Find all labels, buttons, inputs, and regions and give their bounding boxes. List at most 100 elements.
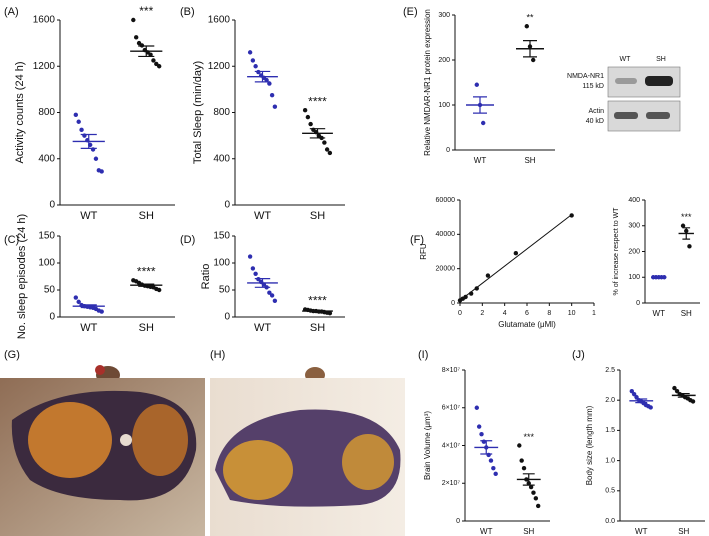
panel-label: (C) [4, 234, 19, 246]
x-tick-label: SH [310, 322, 325, 334]
data-point [521, 465, 527, 471]
data-point [247, 254, 253, 259]
x-tick-label: 8 [547, 310, 551, 317]
data-point [488, 458, 494, 463]
y-tick-label: 1600 [208, 15, 231, 26]
x-tick-label: 0 [458, 310, 462, 317]
y-tick-label: 0.5 [605, 488, 615, 495]
data-point [99, 169, 104, 174]
data-point [479, 431, 484, 437]
data-point [687, 244, 692, 249]
data-point [474, 286, 479, 291]
y-tick-label: 60000 [436, 197, 456, 204]
error-bar [254, 70, 271, 83]
error-bar [473, 96, 487, 114]
error-bar [254, 278, 271, 288]
y-tick-label: 400 [38, 153, 55, 164]
data-point [672, 385, 677, 391]
western-blot: WT SH NMDA-NR1 115 kD Actin 40 kD [567, 56, 681, 132]
data-point [690, 399, 696, 404]
band-name: NMDA-NR1 [567, 73, 604, 80]
significance: **** [308, 94, 327, 108]
y-tick-label: 20000 [436, 266, 456, 273]
significance: *** [681, 212, 692, 222]
y-tick-label: 200 [628, 248, 640, 255]
y-tick-label: 0 [224, 200, 230, 211]
y-tick-label: 400 [628, 197, 640, 204]
optic-lobe [223, 440, 293, 500]
data-point [133, 35, 139, 40]
data-point [156, 287, 162, 293]
data-point [513, 251, 519, 256]
data-point [631, 391, 637, 397]
y-tick-label: 100 [213, 258, 230, 269]
panel-label: (D) [180, 234, 195, 246]
data-point [476, 424, 482, 429]
data-point [267, 81, 272, 86]
x-tick-label: SH [681, 309, 692, 318]
data-point [327, 150, 333, 156]
y-tick-label: 0.0 [605, 518, 615, 525]
x-tick-label: SH [139, 210, 154, 222]
y-tick-label: 2.0 [605, 397, 615, 404]
x-tick-label: WT [480, 527, 493, 536]
error-bar [309, 128, 326, 139]
x-tick-label: WT [80, 322, 97, 334]
x-tick-label: 10 [568, 310, 576, 317]
data-point [517, 443, 522, 448]
data-point [272, 104, 278, 109]
data-point [648, 405, 653, 410]
y-tick-label: 1200 [208, 61, 231, 72]
x-tick-label: WT [254, 210, 271, 222]
y-tick-label: 100 [438, 102, 450, 109]
y-tick-label: 300 [628, 223, 640, 230]
y-axis-label: RFU [419, 243, 428, 260]
data-point [305, 114, 311, 120]
y-tick-label: 0 [224, 312, 230, 323]
data-point [634, 394, 639, 400]
y-tick-label: 150 [213, 231, 230, 242]
y-tick-label: 1600 [33, 15, 56, 26]
y-axis-label: % of increase respect to WT [613, 207, 620, 296]
data-point [519, 458, 524, 463]
error-bar [682, 227, 691, 240]
data-point [269, 293, 275, 298]
significance: ** [526, 13, 534, 23]
y-tick-label: 0 [49, 200, 55, 211]
blot-band [646, 112, 670, 119]
data-point [73, 112, 79, 118]
y-tick-label: 1200 [33, 61, 56, 72]
data-point [156, 64, 162, 69]
band-name: Actin [588, 108, 604, 115]
data-point [308, 121, 313, 127]
data-point [531, 490, 536, 495]
data-point [247, 50, 253, 55]
y-tick-label: 1.5 [605, 427, 615, 434]
data-point [533, 496, 539, 501]
y-tick-label: 100 [38, 258, 55, 269]
data-point [327, 311, 333, 316]
lane-label: SH [656, 56, 666, 63]
fly-eye [95, 365, 105, 375]
data-point [253, 64, 258, 69]
x-tick-label: WT [254, 322, 271, 334]
data-point [73, 295, 79, 300]
data-point [680, 223, 686, 228]
blot-band [614, 112, 638, 119]
x-tick-label: 2 [480, 310, 484, 317]
y-axis-label: No. sleep episodes (24 h) [16, 214, 28, 339]
y-tick-label: 50 [219, 285, 231, 296]
y-tick-label: 8×10⁷ [442, 367, 461, 374]
x-tick-label: SH [524, 156, 535, 165]
data-point [264, 77, 269, 83]
photo-g: (G) [0, 349, 205, 536]
error-bar [522, 473, 535, 486]
y-tick-label: 6×10⁷ [442, 405, 461, 412]
panel-label: (H) [210, 349, 225, 361]
data-point [324, 147, 330, 152]
x-tick-label: WT [80, 210, 97, 222]
y-tick-label: 200 [438, 57, 450, 64]
lane-label: WT [620, 56, 632, 63]
data-point [302, 107, 308, 113]
y-tick-label: 2×10⁷ [442, 480, 461, 487]
